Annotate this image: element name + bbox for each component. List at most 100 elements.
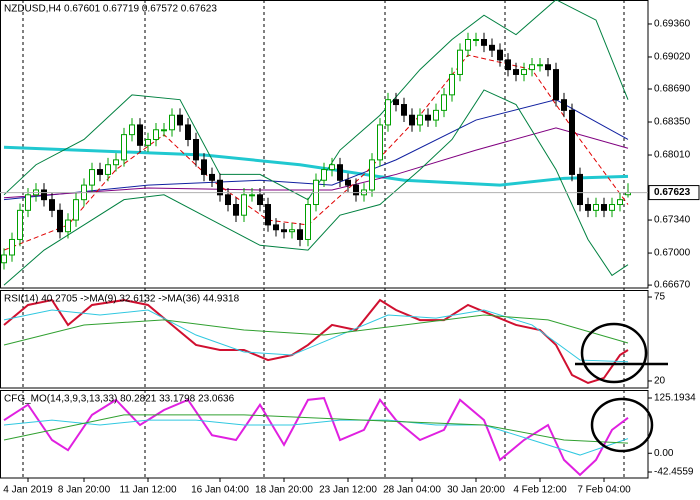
candle-body: [617, 199, 623, 206]
candle-body: [49, 199, 55, 211]
candle-body: [401, 104, 407, 116]
rsi-panel-frame: [0, 290, 649, 389]
candle-body: [593, 204, 599, 211]
y-tick-label: 75: [654, 292, 666, 303]
y-tick-label: 0.68010: [654, 150, 691, 161]
candle-body: [433, 109, 439, 121]
candle-body: [393, 99, 399, 106]
candle-body: [601, 204, 607, 211]
drawn-circle: [590, 397, 654, 453]
candle-body: [225, 194, 231, 206]
candle-body: [521, 69, 527, 75]
indicator-line: [3, 99, 629, 201]
candle-body: [57, 209, 63, 233]
candle-body: [473, 39, 479, 42]
x-tick-label: 16 Jan 04:00: [191, 485, 249, 496]
separators: [22, 0, 625, 478]
y-tick-label: 0.68350: [654, 117, 691, 128]
main-panel-frame: [0, 0, 649, 289]
candle-body: [249, 194, 255, 197]
candle-body: [161, 129, 167, 132]
candle-body: [153, 129, 159, 140]
x-tick-label: 7 Feb 04:00: [577, 485, 631, 496]
candle-body: [145, 138, 151, 146]
candle-body: [305, 204, 311, 240]
candle-body: [425, 114, 431, 121]
candle-body: [41, 189, 47, 201]
x-tick-label: 11 Jan 12:00: [119, 485, 177, 496]
candle-body: [265, 204, 271, 226]
candle-body: [345, 179, 351, 186]
x-tick-label: 23 Jan 12:00: [319, 485, 377, 496]
candle-body: [89, 169, 95, 186]
price-label-box: [648, 185, 700, 201]
candle-body: [273, 224, 279, 231]
price-label: 0.67623: [654, 187, 691, 198]
annotations: [575, 322, 668, 453]
y-tick-label: 0.00: [654, 448, 674, 459]
candle-body: [465, 39, 471, 51]
candle-body: [169, 114, 175, 131]
candle-body: [65, 219, 71, 233]
candle-body: [193, 138, 199, 161]
candle-body: [505, 59, 511, 71]
y-tick-label: -42.4559: [654, 467, 694, 478]
x-tick-label: 18 Jan 20:00: [255, 485, 313, 496]
candle-body: [217, 179, 223, 196]
candle-body: [545, 64, 551, 71]
indicator-line: [3, 414, 629, 444]
candle-body: [585, 204, 591, 211]
x-tick-label: 28 Jan 04:00: [383, 485, 441, 496]
indicator-line: [3, 127, 629, 199]
candle-body: [577, 173, 583, 206]
candle-body: [297, 229, 303, 240]
candle-body: [369, 159, 375, 191]
candle-body: [105, 164, 111, 175]
candle-body: [25, 194, 31, 211]
candle-body: [177, 114, 183, 126]
drawn-circle: [580, 322, 648, 384]
candle-body: [497, 49, 503, 61]
candle-body: [481, 39, 487, 46]
candle-body: [609, 204, 615, 211]
candle-body: [385, 99, 391, 126]
y-tick-label: 0.68690: [654, 84, 691, 95]
candle-body: [377, 124, 383, 161]
candle-body: [113, 159, 119, 166]
candle-body: [9, 238, 15, 256]
candle-body: [489, 44, 495, 51]
y-tick-label: 0.69360: [654, 19, 691, 30]
indicator-line: [3, 298, 629, 385]
indicator-line: [3, 419, 629, 456]
panel-title: NZDUSD,H4 0.67601 0.67719 0.67572 0.6762…: [4, 4, 217, 15]
candle-body: [121, 134, 127, 161]
candle-body: [457, 49, 463, 75]
candle-body: [329, 164, 335, 171]
indicator-line: [3, 0, 629, 201]
candle-body: [209, 173, 215, 181]
candle-body: [409, 114, 415, 126]
candle-body: [513, 69, 519, 75]
panel-title: CFG_MO(14,3,9,3,13,33) 80.2821 33.1798 2…: [4, 394, 235, 405]
candle-body: [441, 94, 447, 111]
candle-body: [73, 199, 79, 221]
candle-body: [337, 164, 343, 181]
y-tick-label: 20: [654, 376, 666, 387]
candle-body: [281, 229, 287, 233]
candle-body: [129, 124, 135, 136]
indicator-line: [3, 309, 629, 363]
candle-body: [1, 254, 7, 264]
y-tick-label: 0.66670: [654, 280, 691, 291]
candle-body: [529, 64, 535, 71]
candle-body: [417, 114, 423, 126]
candle-body: [561, 99, 567, 111]
x-tick-label: 8 Jan 20:00: [58, 485, 111, 496]
x-tick-label: 4 Feb 12:00: [513, 485, 567, 496]
candle-body: [185, 124, 191, 140]
y-tick-label: 0.69020: [654, 52, 691, 63]
x-tick-label: 4 Jan 2019: [3, 485, 53, 496]
candle-body: [289, 229, 295, 233]
candle-body: [241, 194, 247, 216]
